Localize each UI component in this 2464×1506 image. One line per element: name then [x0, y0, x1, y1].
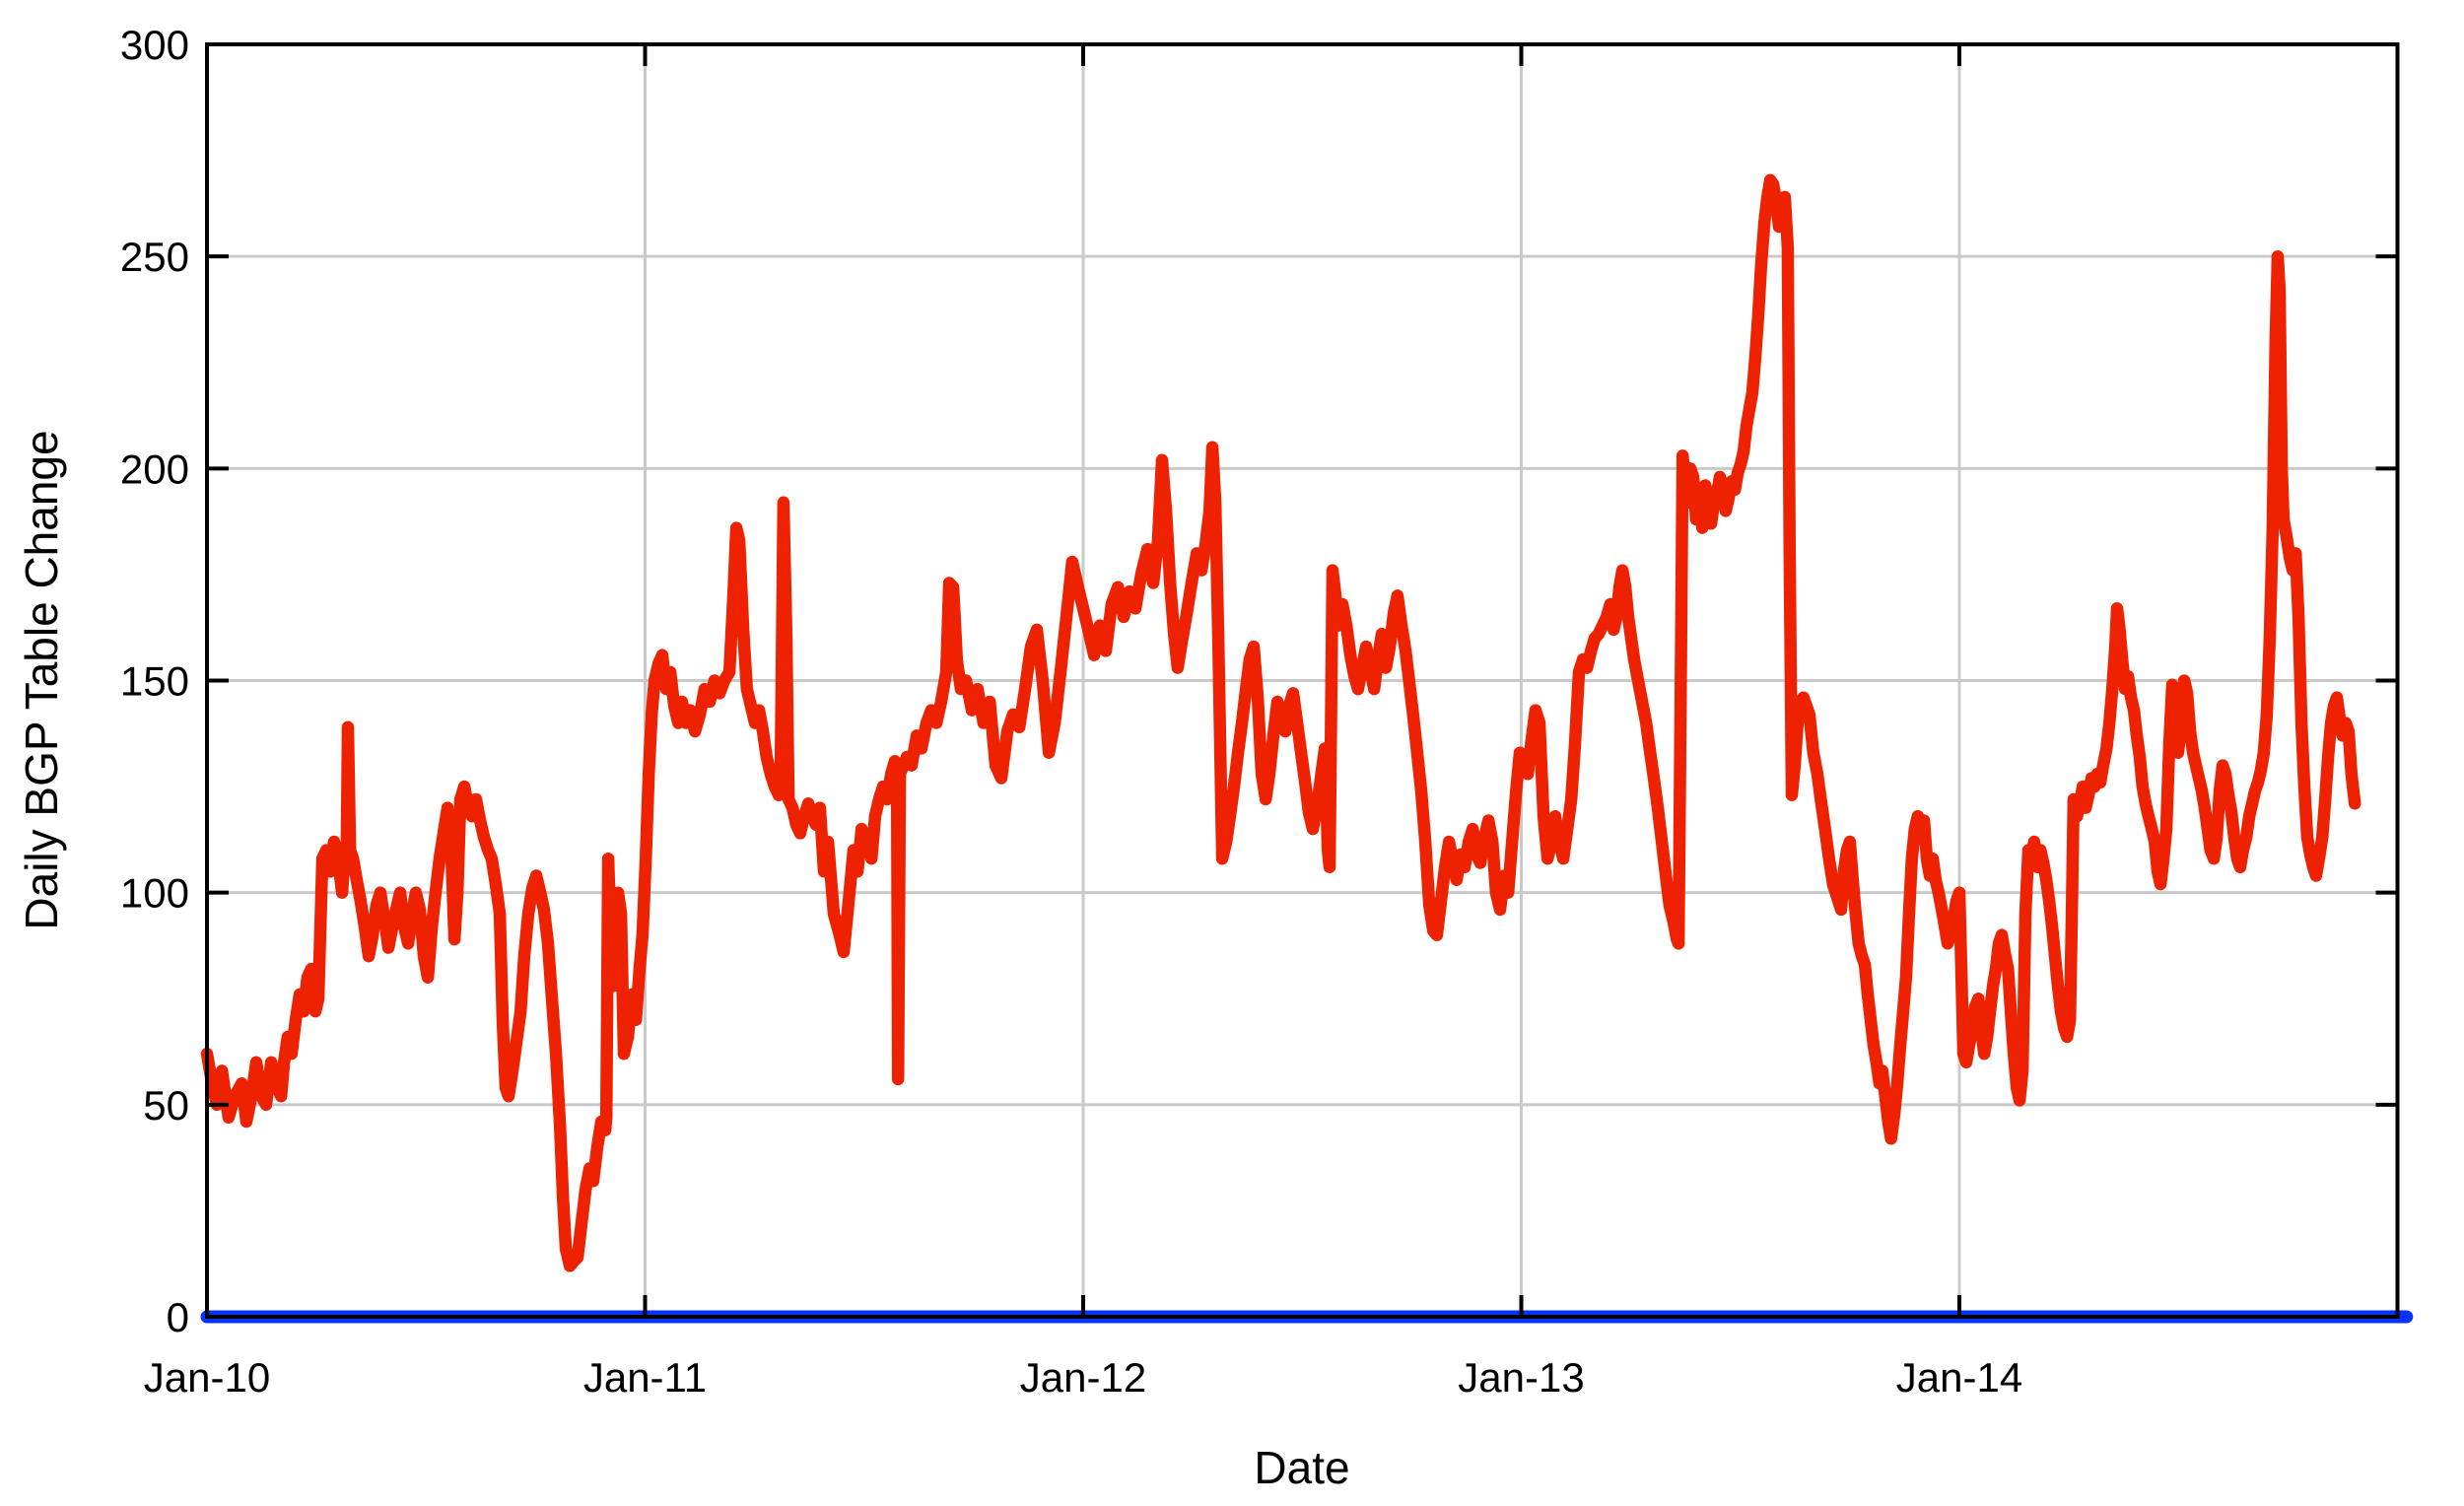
x-tick-label-Jan-10: Jan-10: [144, 1354, 270, 1401]
y-axis-title: Daily BGP Table Change: [16, 430, 67, 930]
x-tick-label-Jan-14: Jan-14: [1896, 1354, 2022, 1401]
y-tick-label-50: 50: [143, 1082, 189, 1129]
y-tick-label-200: 200: [120, 445, 189, 492]
y-tick-label-250: 250: [120, 234, 189, 280]
series-daily-bgp-table-change: [200, 173, 2361, 1272]
x-tick-label-Jan-13: Jan-13: [1458, 1354, 1584, 1401]
x-axis-title: Date: [1254, 1442, 1350, 1493]
y-tick-label-0: 0: [167, 1294, 189, 1340]
y-tick-label-100: 100: [120, 870, 189, 917]
x-tick-label-Jan-12: Jan-12: [1020, 1354, 1146, 1401]
y-tick-label-300: 300: [120, 22, 189, 68]
x-tick-label-Jan-11: Jan-11: [583, 1354, 707, 1401]
y-tick-label-150: 150: [120, 658, 189, 705]
